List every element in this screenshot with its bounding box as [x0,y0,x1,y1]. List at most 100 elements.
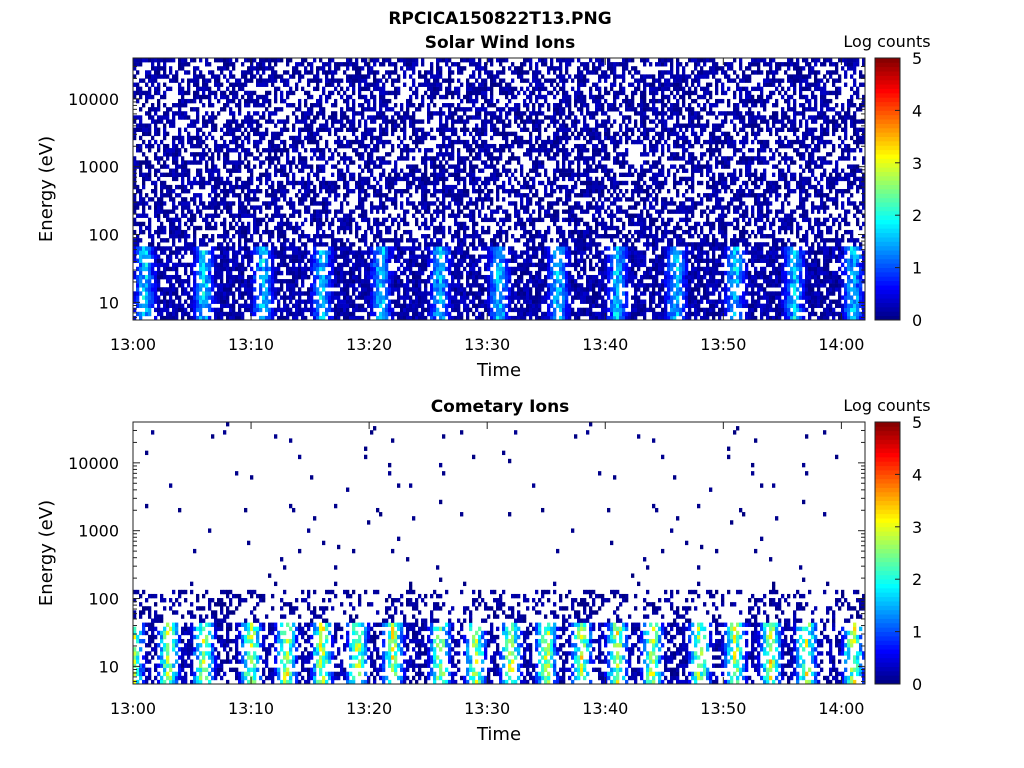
heatmap-cell [256,242,260,247]
heatmap-cell [406,295,410,300]
heatmap-cell [172,152,176,157]
heatmap-cell [214,270,218,276]
heatmap-cell [367,115,371,120]
heatmap-cell [394,176,398,182]
heatmap-cell [442,303,446,309]
heatmap-cell [370,139,374,145]
heatmap-cell [298,303,302,309]
heatmap-cell [370,258,374,263]
heatmap-cell [247,139,251,145]
heatmap-cell [190,217,194,223]
heatmap-cell [484,131,488,137]
heatmap-cell [430,303,434,309]
heatmap-cell [256,94,260,100]
heatmap-cell [160,221,164,227]
heatmap-cell [136,86,140,92]
heatmap-cell [472,291,476,296]
heatmap-cell [490,172,494,178]
heatmap-cell [388,250,392,255]
heatmap-cell [427,107,431,112]
heatmap-cell [430,115,434,120]
heatmap-cell [208,98,212,104]
heatmap-cell [454,307,458,313]
heatmap-cell [286,279,290,284]
heatmap-cell [355,225,359,231]
heatmap-cell [226,160,230,165]
heatmap-cell [163,180,167,186]
heatmap-cell [424,221,428,227]
heatmap-cell [208,201,212,206]
heatmap-cell [283,258,287,263]
heatmap-cell [187,82,191,87]
heatmap-cell [181,143,185,149]
heatmap-cell [268,315,272,321]
heatmap-cell [445,58,449,63]
heatmap-cell [361,234,365,239]
heatmap-cell [475,176,479,182]
heatmap-cell [376,78,380,83]
heatmap-cell [247,131,251,137]
heatmap-cell [505,111,509,116]
heatmap-cell [418,242,422,247]
heatmap-cell [250,311,254,317]
heatmap-cell [496,303,500,309]
heatmap-cell [253,189,257,194]
heatmap-cell [172,238,176,243]
heatmap-cell [163,111,167,116]
heatmap-cell [193,160,197,165]
heatmap-cell [271,274,275,280]
heatmap-cell [457,315,461,321]
heatmap-cell [217,299,221,304]
heatmap-cell [304,148,308,153]
heatmap-cell [220,242,224,247]
heatmap-cell [178,295,182,300]
heatmap-cell [466,283,470,288]
heatmap-cell [433,307,437,313]
heatmap-cell [277,74,281,79]
heatmap-cell [214,58,218,63]
heatmap-cell [472,274,476,280]
heatmap-cell [397,315,401,321]
heatmap-cell [139,246,143,251]
heatmap-cell [283,139,287,145]
heatmap-cell [151,270,155,276]
heatmap-cell [301,242,305,247]
heatmap-cell [376,250,380,255]
heatmap-cell [379,238,383,243]
heatmap-cell [406,156,410,161]
heatmap-cell [223,262,227,268]
heatmap-cell [172,266,176,272]
heatmap-cell [208,176,212,182]
heatmap-cell [274,266,278,272]
heatmap-cell [319,107,323,112]
heatmap-cell [367,66,371,71]
heatmap-cell [157,270,161,276]
heatmap-cell [220,266,224,272]
heatmap-cell [358,213,362,218]
heatmap-cell [511,270,515,276]
heatmap-cell [313,311,317,317]
heatmap-cell [169,193,173,198]
heatmap-cell [322,250,326,255]
heatmap-cell [391,299,395,304]
heatmap-cell [244,229,248,235]
heatmap-cell [268,234,272,239]
heatmap-cell [484,90,488,96]
heatmap-cell [328,307,332,313]
heatmap-cell [136,303,140,309]
heatmap-cell [418,303,422,309]
heatmap-cell [445,242,449,247]
heatmap-cell [391,238,395,243]
heatmap-cell [184,221,188,227]
heatmap-cell [169,250,173,255]
heatmap-cell [364,160,368,165]
heatmap-cell [310,287,314,292]
heatmap-cell [247,287,251,292]
heatmap-cell [136,295,140,300]
heatmap-cell [439,225,443,231]
heatmap-cell [337,127,341,132]
heatmap-cell [436,213,440,218]
heatmap-cell [226,229,230,235]
heatmap-cell [178,258,182,263]
heatmap-cell [463,205,467,210]
